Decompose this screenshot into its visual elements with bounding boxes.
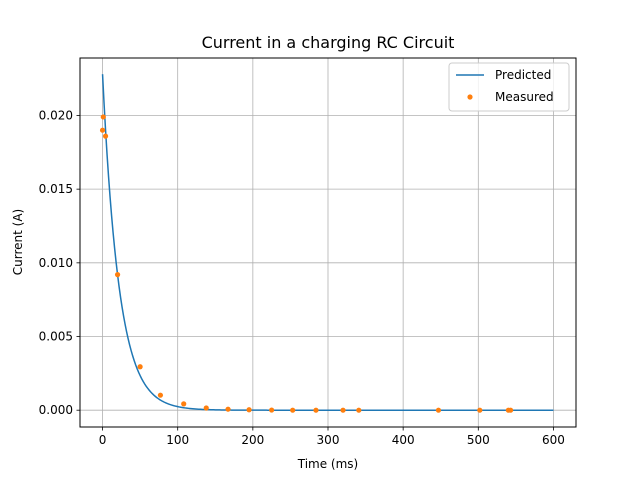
measured-point bbox=[203, 405, 209, 411]
chart-title: Current in a charging RC Circuit bbox=[202, 33, 455, 52]
measured-point bbox=[99, 127, 106, 133]
x-tick-label: 100 bbox=[166, 433, 189, 447]
x-tick-label: 0 bbox=[99, 433, 107, 447]
measured-point bbox=[340, 407, 346, 413]
x-tick-label: 200 bbox=[241, 433, 264, 447]
measured-point bbox=[157, 392, 164, 398]
x-tick-label: 600 bbox=[542, 433, 565, 447]
measured-point bbox=[477, 407, 483, 413]
plot-series bbox=[99, 74, 554, 413]
measured-point bbox=[225, 406, 231, 412]
measured-point bbox=[181, 401, 187, 407]
legend-measured-label: Measured bbox=[495, 90, 554, 104]
measured-point bbox=[356, 407, 362, 413]
measured-point bbox=[269, 407, 275, 413]
y-axis-label: Current (A) bbox=[11, 209, 25, 275]
x-tick-label: 400 bbox=[392, 433, 415, 447]
measured-point bbox=[290, 407, 296, 413]
legend-measured-marker-swatch bbox=[467, 94, 473, 100]
legend: Predicted Measured bbox=[448, 62, 570, 112]
measured-point bbox=[435, 407, 442, 413]
measured-point bbox=[114, 272, 121, 278]
measured-point bbox=[137, 364, 143, 370]
measured-point bbox=[508, 407, 514, 413]
y-tick-label: 0.010 bbox=[39, 256, 73, 270]
grid bbox=[80, 58, 576, 427]
y-tick-label: 0.000 bbox=[39, 403, 73, 417]
legend-predicted-label: Predicted bbox=[495, 68, 551, 82]
measured-point bbox=[100, 114, 106, 120]
measured-point bbox=[313, 407, 319, 413]
x-tick-label: 500 bbox=[467, 433, 490, 447]
y-tick-label: 0.015 bbox=[39, 182, 73, 196]
measured-point bbox=[246, 407, 252, 413]
x-axis-label: Time (ms) bbox=[297, 457, 359, 471]
ticks: 0 100 200 300 400 500 600 0.000 0.005 0.010 0.015 0… bbox=[39, 108, 565, 447]
y-tick-label: 0.020 bbox=[39, 108, 73, 122]
measured-point bbox=[102, 133, 109, 139]
x-tick-label: 300 bbox=[317, 433, 340, 447]
y-tick-label: 0.005 bbox=[39, 330, 73, 344]
